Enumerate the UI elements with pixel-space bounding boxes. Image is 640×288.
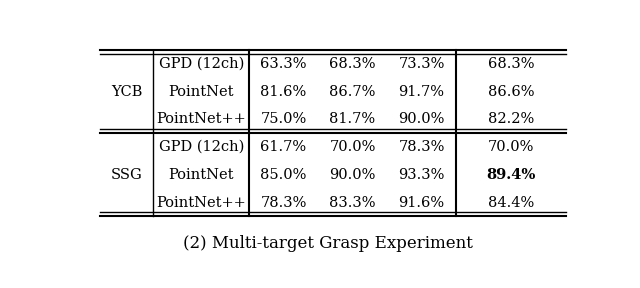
Text: PointNet++: PointNet++ [156,112,246,126]
Text: 82.2%: 82.2% [488,112,534,126]
Text: 73.3%: 73.3% [398,57,445,71]
Text: 68.3%: 68.3% [488,57,534,71]
Text: 68.3%: 68.3% [330,57,376,71]
Text: 63.3%: 63.3% [260,57,307,71]
Text: 78.3%: 78.3% [260,196,307,210]
Text: 78.3%: 78.3% [398,140,445,154]
Text: PointNet: PointNet [168,85,234,99]
Text: GPD (12ch): GPD (12ch) [159,140,244,154]
Text: PointNet++: PointNet++ [156,196,246,210]
Text: 84.4%: 84.4% [488,196,534,210]
Text: GPD (12ch): GPD (12ch) [159,57,244,71]
Text: 89.4%: 89.4% [486,168,536,182]
Text: (2) Multi-target Grasp Experiment: (2) Multi-target Grasp Experiment [183,234,473,251]
Text: PointNet: PointNet [168,168,234,182]
Text: 91.6%: 91.6% [399,196,445,210]
Text: 61.7%: 61.7% [260,140,307,154]
Text: 86.7%: 86.7% [330,85,376,99]
Text: 81.7%: 81.7% [330,112,376,126]
Text: 85.0%: 85.0% [260,168,307,182]
Text: 86.6%: 86.6% [488,85,534,99]
Text: 83.3%: 83.3% [330,196,376,210]
Text: 93.3%: 93.3% [398,168,445,182]
Text: 81.6%: 81.6% [260,85,307,99]
Text: 75.0%: 75.0% [260,112,307,126]
Text: 70.0%: 70.0% [330,140,376,154]
Text: 90.0%: 90.0% [330,168,376,182]
Text: 90.0%: 90.0% [398,112,445,126]
Text: SSG: SSG [111,168,143,182]
Text: YCB: YCB [111,85,142,99]
Text: 70.0%: 70.0% [488,140,534,154]
Text: 91.7%: 91.7% [399,85,445,99]
